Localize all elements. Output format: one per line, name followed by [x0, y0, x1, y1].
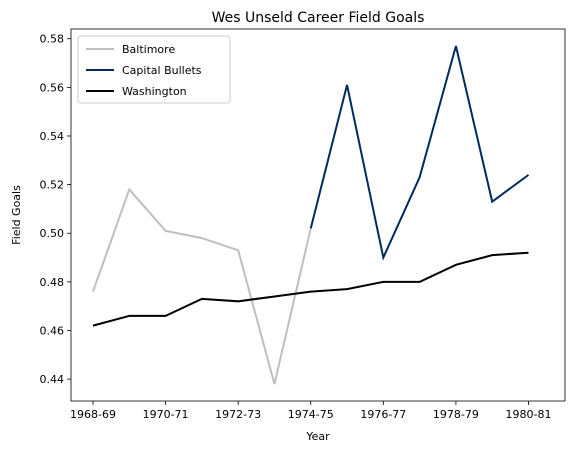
legend-label-capital-bullets: Capital Bullets: [122, 64, 202, 77]
x-tick-label: 1970-71: [143, 408, 189, 421]
series-line-washington: [92, 251, 529, 327]
y-tick-label: 0.56: [40, 81, 65, 94]
chart-title: Wes Unseld Career Field Goals: [212, 10, 425, 26]
x-tick-label: 1968-69: [70, 408, 116, 421]
x-tick-label: 1972-73: [215, 408, 261, 421]
legend-label-washington: Washington: [122, 85, 187, 98]
x-tick-label: 1974-75: [288, 408, 334, 421]
legend-label-baltimore: Baltimore: [122, 43, 175, 56]
x-tick-label: 1978-79: [433, 408, 479, 421]
y-tick-label: 0.44: [40, 373, 65, 386]
legend-box: [77, 35, 231, 104]
series-line-baltimore: [92, 187, 312, 385]
x-tick-label: 1980-81: [506, 408, 552, 421]
y-tick-label: 0.58: [40, 33, 65, 46]
y-tick-label: 0.52: [40, 179, 65, 192]
x-axis-label: Year: [305, 430, 330, 443]
y-tick-label: 0.50: [40, 227, 65, 240]
axes: 0.44 0.46 0.48 0.50 0.52 0.54 0.56 0.58 1968-69 1…: [40, 28, 566, 421]
series-lines: [92, 45, 530, 385]
series-line-capital-bullets: [309, 45, 530, 261]
y-axis-label: Field Goals: [10, 185, 23, 245]
legend: Baltimore Capital Bullets Washington: [77, 35, 231, 104]
y-tick-label: 0.46: [40, 324, 65, 337]
plot-frame: [70, 28, 566, 402]
x-tick-label: 1976-77: [360, 408, 406, 421]
y-tick-label: 0.48: [40, 276, 65, 289]
y-tick-label: 0.54: [40, 130, 65, 143]
